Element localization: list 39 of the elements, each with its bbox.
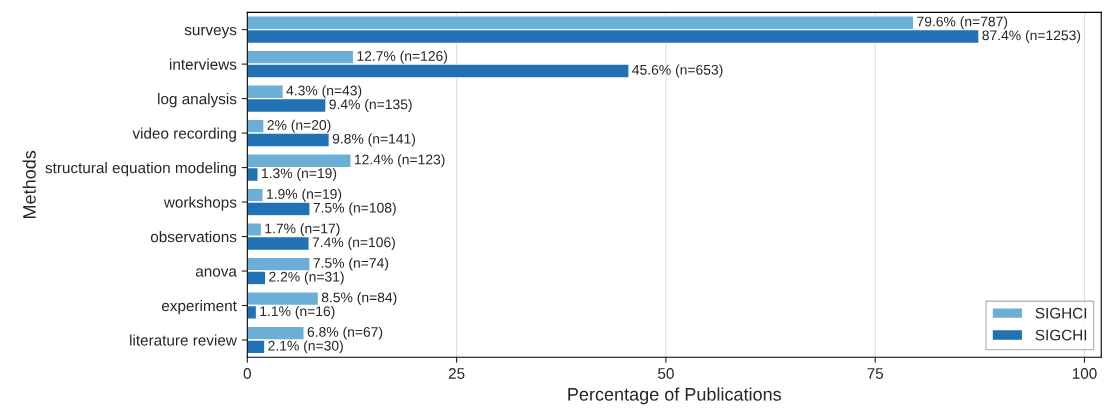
x-tick-label: 0 bbox=[243, 368, 251, 379]
data-label: 12.7% (n=126) bbox=[357, 50, 448, 64]
y-tick-label: experiment bbox=[161, 299, 237, 315]
data-label: 1.7% (n=17) bbox=[265, 223, 340, 237]
y-tick-label: interviews bbox=[169, 58, 237, 70]
y-tick-label: surveys bbox=[184, 26, 237, 39]
data-label: 79.6% (n=787) bbox=[917, 16, 1008, 30]
x-tick-label: 25 bbox=[448, 368, 465, 379]
data-label: 7.4% (n=106) bbox=[312, 236, 395, 250]
data-label: 45.6% (n=653) bbox=[632, 64, 723, 78]
data-label: 2.2% (n=31) bbox=[269, 271, 344, 285]
data-label: 9.8% (n=141) bbox=[332, 133, 416, 147]
x-axis-title: Percentage of Publications bbox=[568, 387, 782, 405]
data-label: 2.1% (n=30) bbox=[268, 340, 343, 354]
data-label: 87.4% (n=1253) bbox=[982, 30, 1081, 43]
data-label: 1.1% (n=16) bbox=[260, 305, 335, 319]
data-label: 6.8% (n=67) bbox=[307, 326, 383, 340]
data-label: 1.3% (n=19) bbox=[262, 168, 337, 181]
y-tick-label: video recording bbox=[132, 127, 236, 142]
data-label: 9.4% (n=135) bbox=[329, 99, 412, 112]
y-tick-label: observations bbox=[150, 231, 237, 243]
y-tick-label: workshops bbox=[163, 196, 237, 211]
x-tick-label: 100 bbox=[1072, 368, 1097, 379]
data-label: 2% (n=20) bbox=[267, 119, 331, 133]
y-tick-label: log analysis bbox=[158, 93, 237, 108]
data-label: 8.5% (n=84) bbox=[321, 292, 397, 306]
data-label: 1.9% (n=19) bbox=[267, 188, 342, 202]
x-tick-label: 50 bbox=[658, 368, 674, 379]
legend-label: SIGHCI bbox=[1035, 307, 1087, 319]
y-tick-label: literature review bbox=[130, 334, 237, 346]
legend-label: SIGCHI bbox=[1035, 329, 1087, 341]
data-label: 12.4% (n=123) bbox=[354, 154, 445, 168]
data-label: 4.3% (n=43) bbox=[286, 85, 362, 99]
y-tick-label: structural equation modeling bbox=[45, 162, 236, 177]
data-label: 7.5% (n=74) bbox=[313, 257, 389, 271]
x-tick-label: 75 bbox=[867, 368, 884, 379]
data-label: 7.5% (n=108) bbox=[313, 202, 396, 216]
y-tick-label: anova bbox=[195, 268, 237, 277]
y-axis-title: Methods bbox=[22, 150, 36, 218]
